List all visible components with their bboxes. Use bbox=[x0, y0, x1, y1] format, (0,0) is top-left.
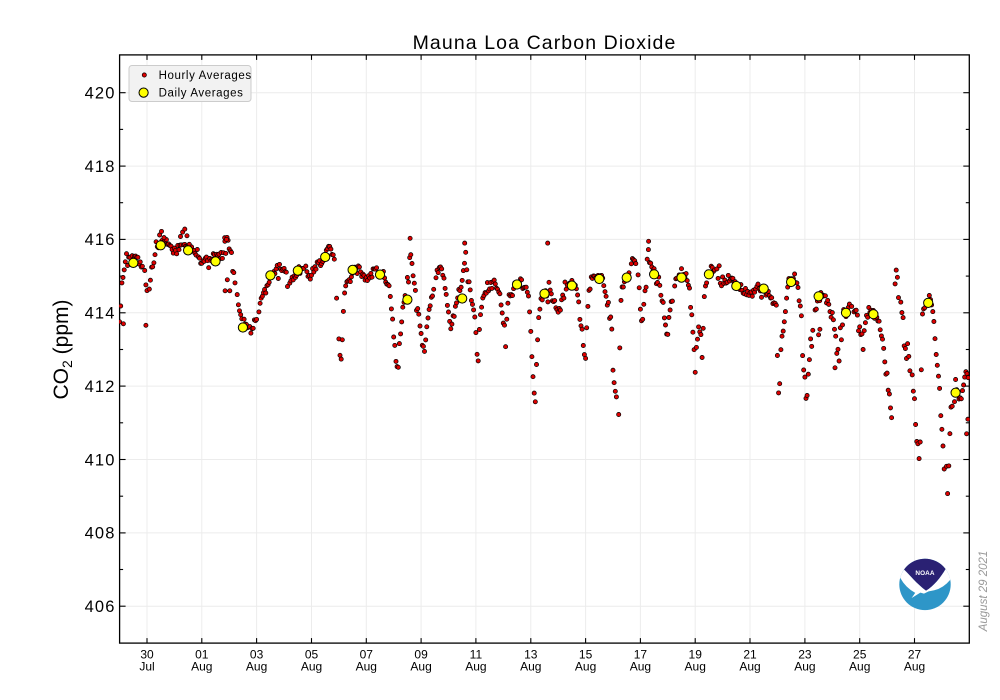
svg-text:Aug: Aug bbox=[410, 660, 431, 674]
svg-text:Aug: Aug bbox=[849, 660, 870, 674]
svg-text:13: 13 bbox=[524, 647, 538, 661]
svg-text:406: 406 bbox=[85, 598, 116, 616]
svg-text:30: 30 bbox=[140, 647, 154, 661]
svg-text:416: 416 bbox=[85, 231, 116, 249]
svg-text:17: 17 bbox=[634, 647, 648, 661]
svg-text:09: 09 bbox=[414, 647, 428, 661]
svg-text:Aug: Aug bbox=[904, 660, 925, 674]
svg-text:Aug: Aug bbox=[301, 660, 322, 674]
svg-text:420: 420 bbox=[85, 85, 116, 103]
svg-text:Hourly Averages: Hourly Averages bbox=[159, 70, 252, 82]
svg-text:Daily Averages: Daily Averages bbox=[159, 88, 244, 100]
svg-text:408: 408 bbox=[85, 525, 116, 543]
svg-text:01: 01 bbox=[195, 647, 209, 661]
svg-text:11: 11 bbox=[470, 647, 483, 661]
svg-text:Aug: Aug bbox=[575, 660, 596, 674]
svg-text:27: 27 bbox=[908, 647, 922, 661]
svg-text:Aug: Aug bbox=[356, 660, 377, 674]
svg-text:August 29 2021: August 29 2021 bbox=[978, 551, 990, 633]
svg-text:23: 23 bbox=[798, 647, 812, 661]
svg-text:Aug: Aug bbox=[191, 660, 212, 674]
svg-text:15: 15 bbox=[579, 647, 593, 661]
svg-text:414: 414 bbox=[85, 305, 116, 323]
svg-text:418: 418 bbox=[85, 158, 116, 176]
svg-text:Aug: Aug bbox=[685, 660, 706, 674]
svg-text:Jul: Jul bbox=[139, 660, 154, 674]
svg-text:07: 07 bbox=[360, 647, 374, 661]
svg-text:412: 412 bbox=[85, 378, 116, 396]
svg-text:21: 21 bbox=[743, 647, 757, 661]
svg-text:Aug: Aug bbox=[465, 660, 486, 674]
svg-text:05: 05 bbox=[305, 647, 319, 661]
svg-text:Aug: Aug bbox=[794, 660, 815, 674]
svg-text:CO2 (ppm): CO2 (ppm) bbox=[50, 300, 75, 400]
svg-text:410: 410 bbox=[85, 451, 116, 469]
svg-text:19: 19 bbox=[689, 647, 703, 661]
svg-text:25: 25 bbox=[853, 647, 867, 661]
svg-text:Aug: Aug bbox=[630, 660, 651, 674]
svg-text:03: 03 bbox=[250, 647, 264, 661]
svg-text:NOAA: NOAA bbox=[915, 570, 935, 577]
svg-text:Aug: Aug bbox=[739, 660, 760, 674]
svg-text:Mauna Loa Carbon Dioxide: Mauna Loa Carbon Dioxide bbox=[413, 32, 677, 54]
svg-text:Aug: Aug bbox=[246, 660, 267, 674]
svg-text:Aug: Aug bbox=[520, 660, 541, 674]
